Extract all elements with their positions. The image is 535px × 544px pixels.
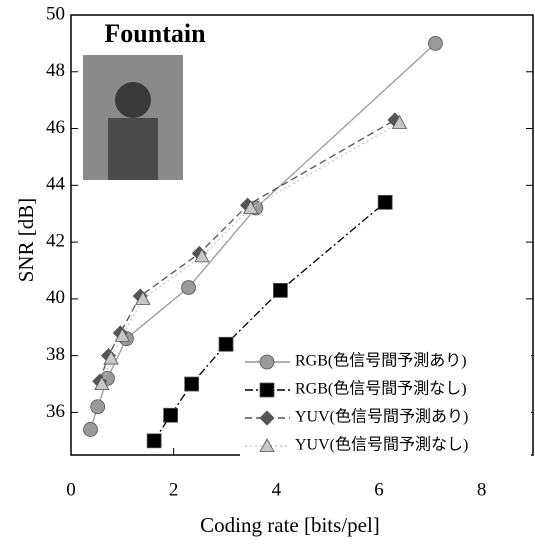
legend-marker	[259, 410, 275, 426]
marker	[163, 407, 178, 423]
marker	[146, 433, 162, 449]
x-tick-label: 4	[272, 479, 282, 500]
marker	[184, 376, 200, 392]
x-axis-label: Coding rate [bits/pel]	[200, 513, 380, 537]
y-tick-label: 40	[46, 287, 65, 308]
inset-photo-figure	[115, 82, 151, 118]
y-axis-label: SNR [dB]	[14, 198, 38, 283]
legend-box	[240, 348, 531, 462]
plot	[83, 35, 443, 449]
inset-title: Fountain	[104, 19, 206, 48]
marker	[218, 336, 234, 352]
marker	[377, 194, 393, 210]
y-tick-label: 50	[46, 3, 65, 24]
marker	[391, 115, 408, 129]
series-line	[153, 201, 386, 442]
x-tick-label: 0	[66, 479, 76, 500]
marker	[242, 200, 259, 215]
y-tick-label: 44	[46, 174, 66, 195]
marker	[103, 350, 119, 365]
legend-label: RGB(色信号間予測あり)	[295, 352, 467, 370]
legend-label: RGB(色信号間予測なし)	[295, 380, 467, 398]
y-tick-label: 36	[46, 401, 65, 422]
legend-label: YUV(色信号間予測なし)	[295, 436, 468, 454]
x-tick-label: 6	[374, 479, 384, 500]
marker	[90, 399, 106, 415]
marker	[135, 291, 151, 305]
legend-label: YUV(色信号間予測あり)	[295, 408, 468, 426]
y-tick-label: 46	[46, 117, 65, 138]
marker	[114, 327, 131, 342]
legend-marker	[259, 354, 275, 370]
marker	[83, 422, 98, 437]
marker	[94, 376, 110, 391]
marker	[181, 280, 196, 295]
x-tick-label: 2	[169, 479, 179, 500]
y-tick-label: 48	[46, 60, 65, 81]
marker	[428, 35, 443, 51]
inset-photo-figure	[108, 118, 158, 180]
marker	[194, 248, 210, 263]
legend-marker	[259, 438, 275, 452]
y-tick-label: 38	[46, 344, 65, 365]
x-tick-label: 8	[477, 479, 487, 500]
y-tick-label: 42	[46, 230, 65, 251]
marker	[273, 282, 288, 298]
legend-marker	[259, 382, 275, 398]
